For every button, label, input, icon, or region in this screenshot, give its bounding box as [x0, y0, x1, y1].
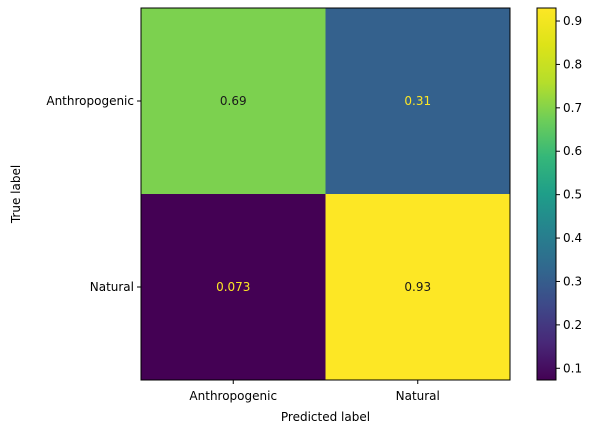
heatmap-cells	[141, 8, 511, 381]
colorbar-tick-label: 0.9	[563, 14, 582, 28]
plot-frame	[140, 7, 511, 381]
colorbar-tick-label: 0.5	[563, 188, 582, 202]
colorbar-tick-label: 0.1	[563, 361, 582, 375]
colorbar-tick-label: 0.3	[563, 274, 582, 288]
y-tick-label: Natural	[90, 280, 134, 294]
heatmap-cell-0-1	[325, 8, 511, 195]
cell-value-0-1: 0.31	[404, 94, 431, 108]
colorbar-tick-label: 0.2	[563, 318, 582, 332]
x-tick-label: Natural	[396, 389, 440, 403]
y-axis: Anthropogenic Natural	[46, 94, 141, 294]
colorbar	[536, 7, 557, 381]
colorbar-tick-label: 0.8	[563, 57, 582, 71]
colorbar-ticks: 0.1 0.2 0.3 0.4 0.5 0.6 0.7 0.8 0.9	[556, 14, 582, 375]
y-tick-label: Anthropogenic	[46, 94, 134, 108]
heatmap-cell-1-1	[325, 194, 511, 381]
x-axis-label: Predicted label	[281, 410, 370, 424]
cell-value-1-1: 0.93	[404, 280, 431, 294]
x-axis: Anthropogenic Natural	[189, 380, 440, 403]
colorbar-tick-label: 0.7	[563, 101, 582, 115]
colorbar-tick-label: 0.6	[563, 144, 582, 158]
y-axis-label: True label	[9, 165, 23, 224]
heatmap-cell-0-0	[141, 8, 326, 195]
heatmap-cell-1-0	[141, 194, 326, 381]
colorbar-tick-label: 0.4	[563, 231, 582, 245]
cell-value-0-0: 0.69	[220, 94, 247, 108]
cell-value-labels: 0.69 0.31 0.073 0.93	[216, 94, 431, 294]
x-tick-label: Anthropogenic	[189, 389, 277, 403]
cell-value-1-0: 0.073	[216, 280, 250, 294]
